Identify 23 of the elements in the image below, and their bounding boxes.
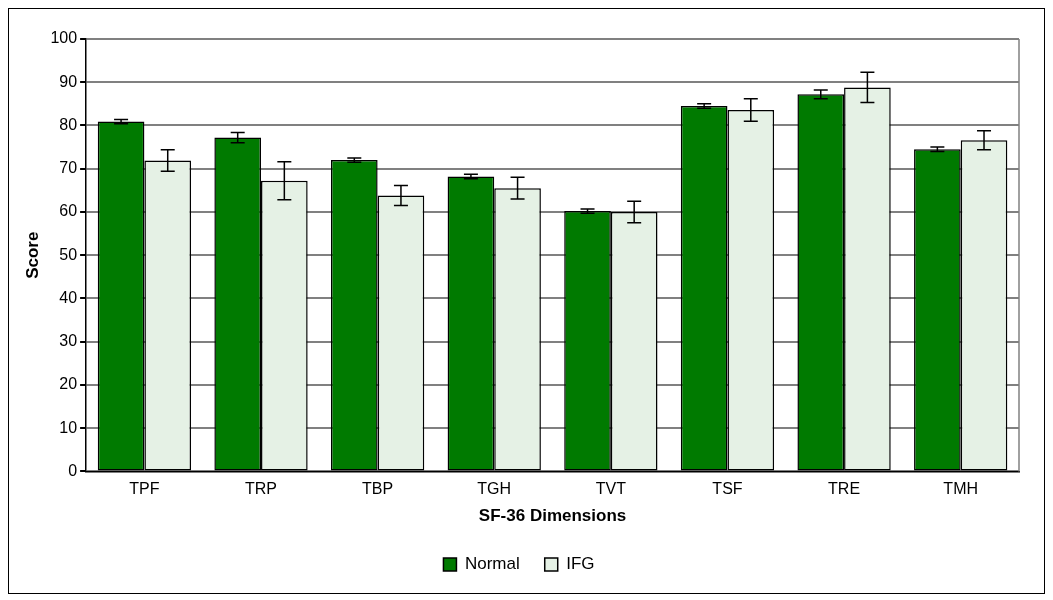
x-tick-label: TVT — [595, 480, 627, 498]
y-tick-label: 100 — [50, 29, 78, 47]
x-tick-label: TSF — [712, 480, 743, 498]
x-tick-label: TPF — [129, 480, 160, 498]
y-axis-title: Score — [22, 231, 42, 279]
y-tick-label: 10 — [59, 418, 78, 436]
y-tick-label: 80 — [59, 115, 78, 133]
y-tick-label: 0 — [68, 461, 78, 479]
x-tick-label: TRE — [828, 480, 861, 498]
y-tick-label: 50 — [59, 245, 78, 263]
y-tick-label: 20 — [59, 375, 78, 393]
y-tick-label: 60 — [59, 202, 78, 220]
y-tick-label: 90 — [59, 72, 78, 90]
x-tick-label: TMH — [943, 480, 979, 498]
x-tick-label: TBP — [362, 480, 394, 498]
y-tick-label: 70 — [59, 159, 78, 177]
x-tick-label: TRP — [245, 480, 278, 498]
y-tick-label: 40 — [59, 288, 78, 306]
y-tick-label: 30 — [59, 332, 78, 350]
x-axis-title: SF-36 Dimensions — [478, 506, 627, 526]
legend-label: IFG — [566, 554, 595, 574]
x-tick-label: TGH — [477, 480, 512, 498]
legend-label: Normal — [464, 554, 520, 574]
